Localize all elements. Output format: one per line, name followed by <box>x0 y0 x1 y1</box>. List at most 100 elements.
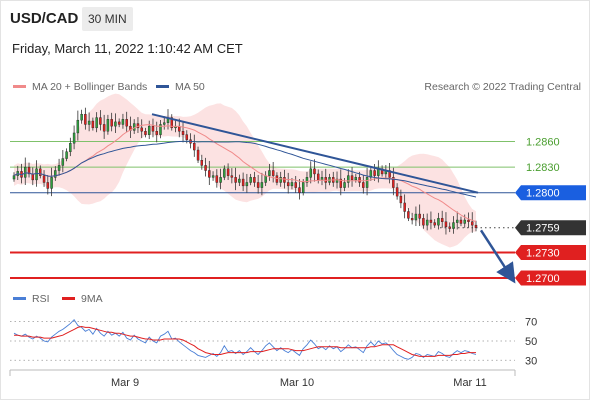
candle <box>399 195 403 204</box>
forecast-arrow <box>479 229 516 284</box>
candle <box>354 177 358 181</box>
candle <box>459 219 463 224</box>
candle <box>125 119 128 127</box>
candle <box>425 219 429 226</box>
candle <box>95 117 98 129</box>
candle <box>410 218 414 221</box>
candle <box>429 219 433 223</box>
candle <box>84 113 87 125</box>
candle <box>309 168 312 178</box>
candle <box>87 120 91 125</box>
candle <box>185 134 189 140</box>
candle <box>151 125 155 132</box>
candle <box>418 213 421 219</box>
candle <box>444 221 448 228</box>
candle <box>219 177 222 183</box>
candle <box>268 170 271 176</box>
candle <box>452 222 455 229</box>
candle <box>226 168 230 176</box>
candle <box>46 182 50 189</box>
candle <box>440 218 444 222</box>
candle <box>437 218 440 226</box>
candle <box>54 170 57 178</box>
candle <box>159 124 162 135</box>
candle <box>347 175 350 183</box>
candle <box>463 219 466 224</box>
chart-datetime: Friday, March 11, 2022 1:10:42 AM CET <box>12 41 243 56</box>
candle <box>215 175 219 183</box>
candle <box>283 177 286 183</box>
candle <box>155 131 158 135</box>
candle <box>65 151 68 159</box>
legend-label-ma50: MA 50 <box>175 81 205 93</box>
candle <box>24 166 27 178</box>
candle <box>132 123 136 131</box>
candle <box>260 182 264 188</box>
candle <box>305 177 309 183</box>
legend-swatch-ma50 <box>156 85 169 88</box>
candle <box>253 177 256 183</box>
candle <box>50 177 53 189</box>
rsi-tick-label: 70 <box>525 317 537 329</box>
candle <box>467 219 470 222</box>
candle <box>256 182 260 188</box>
legend-swatch-rsi <box>13 297 26 300</box>
candle <box>181 131 185 135</box>
legend-label-rsi: RSI <box>32 293 50 305</box>
candle <box>279 177 282 183</box>
candle <box>414 213 418 221</box>
candle <box>264 175 267 183</box>
candle <box>147 125 151 135</box>
candle <box>110 119 113 127</box>
rsi-tick-label: 30 <box>525 355 537 367</box>
price-label-1.2860: 1.2860 <box>526 137 560 149</box>
candle <box>392 177 395 188</box>
candle <box>290 182 294 187</box>
candle <box>204 165 207 171</box>
candle <box>286 182 290 187</box>
candle <box>12 175 16 180</box>
candle <box>455 219 459 223</box>
candle <box>407 211 410 219</box>
bollinger-band <box>14 93 476 248</box>
candle <box>350 175 354 181</box>
chart-header: USD/CAD 30 MIN <box>0 0 590 36</box>
candle <box>241 178 245 187</box>
instrument-title: USD/CAD <box>10 10 79 27</box>
candle <box>57 165 61 171</box>
candle <box>271 170 275 176</box>
price-label-bg-1.2700 <box>515 270 586 286</box>
time-axis: Mar 9 Mar 10 Mar 11 <box>9 369 516 389</box>
candle <box>294 182 297 188</box>
price-label-1.2700: 1.2700 <box>526 273 560 285</box>
rsi-series-9MA <box>14 325 476 357</box>
rsi-tick-label: 50 <box>525 336 537 348</box>
timeframe-button[interactable]: 30 MIN <box>82 7 133 31</box>
legend-label-9ma: 9MA <box>81 293 103 305</box>
candle <box>102 124 106 132</box>
candle <box>72 132 76 144</box>
candle <box>144 131 147 135</box>
candle <box>200 160 204 166</box>
candle <box>395 187 399 197</box>
time-tick-label: Mar 11 <box>453 377 486 389</box>
candle <box>358 177 361 183</box>
ma50-line <box>13 140 477 198</box>
candle <box>121 119 125 125</box>
candle <box>433 222 436 226</box>
candle <box>106 119 110 132</box>
price-label-1.2800: 1.2800 <box>526 188 560 200</box>
price-label-1.2730: 1.2730 <box>526 247 560 259</box>
candle <box>335 178 339 183</box>
candle <box>208 170 211 178</box>
legend-label-ma20: MA 20 + Bollinger Bands <box>32 81 147 93</box>
candle <box>313 168 316 175</box>
candle <box>298 187 301 193</box>
candle <box>69 143 72 152</box>
candle <box>230 175 234 178</box>
candle <box>320 177 324 181</box>
rsi-plot-area: 70 50 30 <box>10 317 537 367</box>
candle <box>39 168 42 176</box>
candle <box>422 218 425 226</box>
